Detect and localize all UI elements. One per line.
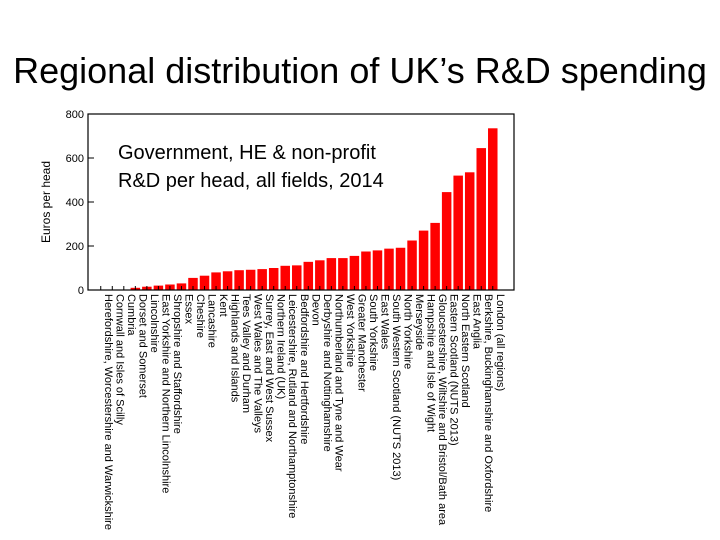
x-tick-labels: Herefordshire, Worcestershire and Warwic… — [100, 286, 506, 530]
x-tick-label: Kent — [217, 294, 229, 317]
bar — [268, 268, 279, 290]
x-tick-label: East Anglia — [471, 294, 483, 350]
x-tick-label: Berkshire, Buckinghamshire and Oxfordshi… — [482, 294, 494, 512]
x-tick-label: Cumbria — [125, 294, 137, 336]
x-tick-label: Greater Manchester — [355, 294, 367, 392]
bar — [199, 275, 210, 290]
x-tick-label: Gloucestershire, Wiltshire and Bristol/B… — [436, 294, 448, 526]
x-tick-label: Leicestershire, Rutland and Northamptons… — [286, 294, 298, 518]
x-tick-label: South Western Scotland (NUTS 2013) — [390, 294, 402, 480]
bar — [245, 269, 256, 290]
x-tick-label: North Eastern Scotland — [459, 294, 471, 408]
y-tick-label: 600 — [66, 153, 84, 165]
bar — [441, 192, 452, 290]
bar — [222, 271, 233, 290]
bar — [372, 250, 383, 290]
x-tick-label: Shropshire and Staffordshire — [171, 294, 183, 434]
bar — [303, 261, 314, 290]
bar — [349, 255, 360, 290]
bar — [384, 248, 394, 290]
x-tick-label: North Yorkshire — [402, 294, 414, 369]
x-tick-label: Lancashire — [206, 294, 218, 348]
x-tick-label: Dorset and Somerset — [136, 294, 148, 398]
x-tick-label: Hampshire and Isle of Wight — [425, 294, 437, 432]
y-axis-label: Euros per head — [39, 161, 53, 243]
slide-title: Regional distribution of UK’s R&D spendi… — [13, 50, 707, 91]
chart-annotation-line-1: Government, HE & non-profit — [118, 142, 376, 164]
y-tick-label: 0 — [78, 285, 84, 297]
bar — [280, 265, 290, 290]
x-tick-label: London (all regions) — [494, 294, 506, 391]
x-tick-label: Cornwall and Isles of Scilly — [113, 294, 125, 425]
x-tick-label: South Yorkshire — [367, 294, 379, 371]
bar — [257, 269, 267, 290]
bar — [418, 230, 429, 290]
y-tick-label: 200 — [66, 241, 84, 253]
bars — [130, 128, 498, 290]
bar — [315, 260, 325, 290]
y-axis-ticks: 0 200 400 600 800 — [66, 109, 94, 297]
x-tick-label: Merseyside — [413, 294, 425, 350]
bar — [453, 175, 463, 290]
bar — [464, 172, 475, 290]
x-tick-label: Northumberland and Tyne and Wear — [332, 294, 344, 472]
x-tick-label: Eastern Scotland (NUTS 2013) — [448, 294, 460, 446]
x-tick-label: West Wales and The Valleys — [252, 294, 264, 433]
x-tick-label: Northern Ireland (UK) — [275, 294, 287, 399]
x-tick-label: East Wales — [378, 294, 390, 350]
x-tick-label: Lincolnshire — [148, 294, 160, 353]
bar — [361, 251, 371, 290]
bar — [326, 258, 337, 290]
bar — [395, 247, 406, 290]
x-tick-label: West Yorkshire — [344, 294, 356, 367]
x-tick-label: Derbyshire and Nottinghamshire — [321, 294, 333, 452]
bar — [234, 270, 244, 290]
bar — [430, 222, 440, 290]
bar — [338, 258, 348, 290]
x-tick-label: Surrey, East and West Sussex — [263, 294, 275, 443]
x-tick-label: Essex — [182, 294, 194, 324]
bar — [188, 277, 198, 290]
bar — [407, 240, 417, 290]
x-tick-label: Cheshire — [194, 294, 206, 338]
x-tick-label: Herefordshire, Worcestershire and Warwic… — [102, 294, 114, 530]
x-tick-label: East Yorkshire and Northern Lincolnshire — [159, 294, 171, 493]
bar — [476, 148, 486, 290]
x-tick-label: Highlands and Islands — [229, 294, 241, 403]
x-tick-label: Tees Valley and Durham — [240, 294, 252, 413]
x-tick-label: Devon — [309, 294, 321, 326]
bar — [211, 272, 221, 290]
bar — [292, 265, 302, 290]
y-tick-label: 800 — [66, 109, 84, 121]
chart-annotation-line-2: R&D per head, all fields, 2014 — [118, 170, 384, 192]
plot-frame — [87, 113, 515, 291]
bar — [488, 128, 498, 290]
y-tick-label: 400 — [66, 197, 84, 209]
x-tick-label: Bedfordshire and Hertfordshire — [298, 294, 310, 444]
